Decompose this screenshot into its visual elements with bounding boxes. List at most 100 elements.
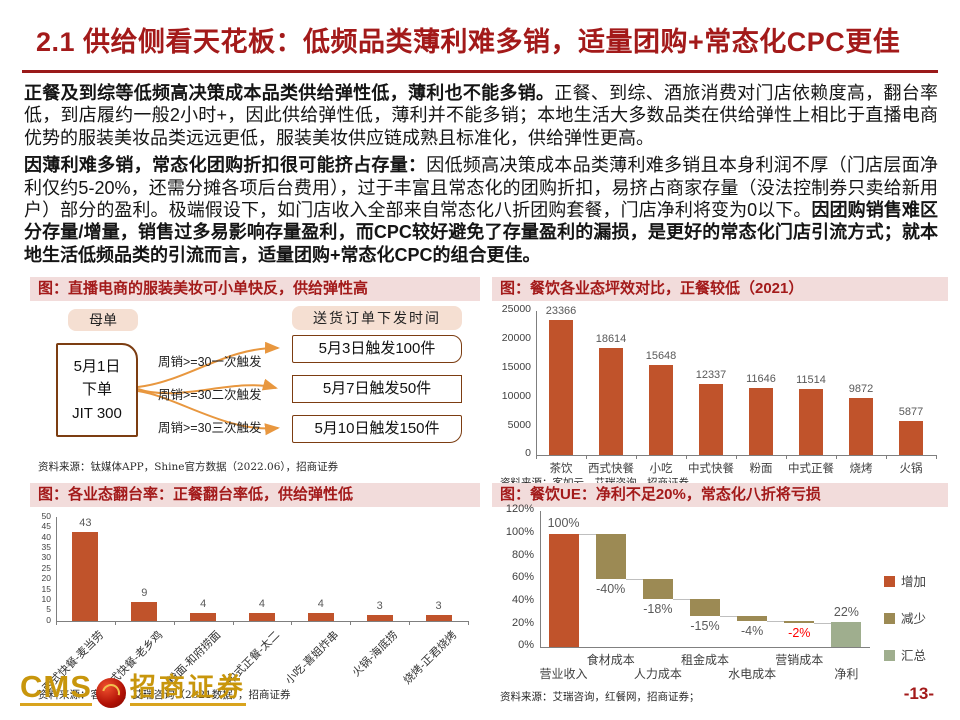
x-tick-label: 食材成本 [586, 653, 635, 667]
x-tick-mark [232, 621, 234, 625]
y-tick-label: 60% [511, 571, 534, 584]
value-label: 9872 [848, 383, 874, 396]
x-tick-label: 水电成本 [728, 667, 777, 681]
value-label: 3 [376, 599, 383, 612]
x-tick-label: 中式快餐 [688, 463, 734, 475]
cms-logo-icon [95, 678, 126, 709]
y-tick-label: 20000 [501, 332, 531, 345]
x-tick-label: 火锅 [899, 463, 923, 475]
x-tick-mark [409, 621, 411, 625]
chart-legend: 增加 减少 汇总 [884, 571, 926, 682]
cms-logo-name: 招商证券 [129, 674, 246, 707]
diagram-origin-box: 5月1日 下单 JIT 300 [56, 343, 138, 437]
diagram-tag-mother-order: 母单 [68, 309, 138, 331]
x-tick-mark [114, 621, 116, 625]
page-number: -13- [903, 684, 934, 703]
x-tick-label: 中式正餐 [788, 463, 834, 475]
y-tick-label: 50 [41, 510, 51, 521]
legend-swatch [884, 576, 895, 587]
page-title: 2.1 供给侧看天花板：低频品类薄利难多销，适量团购+常态化CPC更佳 [36, 27, 901, 57]
source-note: 资料来源：钛媒体APP，Shine官方数据（2022.06），招商证券 [38, 461, 339, 473]
x-tick-mark [291, 621, 293, 625]
legend-label: 减少 [901, 612, 927, 626]
y-tick-label: 25000 [501, 303, 531, 316]
waterfall-bar [642, 579, 673, 600]
x-tick-label: 西式快餐 [588, 463, 634, 475]
connector-line [720, 616, 738, 618]
value-label: -2% [788, 626, 811, 641]
connector-line [672, 599, 690, 601]
panel-title-fantai: 图：各业态翻台率：正餐翻台率低，供给弹性低 [30, 483, 480, 507]
value-label: 100% [547, 516, 580, 531]
x-tick-label: 火锅-海底捞 [350, 629, 401, 680]
order-flow-diagram: 母单 送货订单下发时间 5月1日 下单 JIT 300 周销>=30一次触发 周… [30, 301, 480, 459]
x-tick-mark [686, 455, 687, 459]
value-label: -18% [643, 602, 673, 617]
value-label: -15% [690, 619, 720, 634]
x-tick-mark [836, 455, 837, 459]
x-axis-line [56, 621, 468, 622]
x-tick-label: 净利 [834, 667, 859, 681]
p1-lead-bold: 正餐及到综等低频高决策成本品类供给弹性低，薄利也不能多销。 [24, 83, 555, 103]
panel-pingxiao-chart: 图：餐饮各业态坪效对比，正餐较低（2021） 资料来源：客如云，艾瑞咨询，招商证… [492, 277, 948, 489]
value-label: 5877 [898, 406, 924, 419]
origin-line-1: 5月1日 [73, 358, 121, 376]
value-label: 4 [317, 597, 324, 610]
panel-title-ue: 图：餐饮UE：净利不足20%，常态化八折将亏损 [492, 483, 948, 507]
p1-rest: 正餐、到综、酒旅消费对门店依赖度高，翻台率低，到店履约一般2小时+，因此供给弹性… [24, 83, 939, 148]
target-box-1: 5月3日触发100件 [292, 335, 462, 363]
x-tick-mark [936, 455, 937, 459]
cms-logo-text: CMS [20, 671, 92, 707]
y-tick-label: 40 [41, 531, 51, 542]
body-text: 正餐及到综等低频高决策成本品类供给弹性低，薄利也不能多销。正餐、到综、酒旅消费对… [24, 82, 938, 271]
waterfall-bar [737, 616, 768, 621]
y-tick-label: 5 [46, 604, 51, 615]
title-divider [22, 70, 938, 73]
waterfall-bar [548, 533, 579, 647]
y-axis-line [56, 517, 57, 622]
legend-item: 汇总 [884, 645, 926, 665]
value-label: 22% [833, 604, 859, 619]
x-tick-label: 粉面 [749, 463, 773, 475]
connector-line [814, 623, 832, 625]
target-box-2: 5月7日触发50件 [292, 375, 462, 403]
paragraph-groupbuy-cpc: 因薄利难多销，常态化团购折扣很可能挤占存量：因低频高决策成本品类薄利难多销且本身… [24, 154, 938, 266]
bar [190, 612, 217, 621]
y-tick-label: 100% [505, 525, 534, 538]
logo-swirl-shape [98, 681, 124, 706]
target-box-3: 5月10日触发150件 [292, 415, 462, 443]
waterfall-bar [595, 533, 626, 579]
x-tick-label: 营销成本 [775, 653, 824, 667]
y-tick-label: 45 [41, 521, 51, 532]
y-tick-label: 40% [511, 593, 534, 606]
x-tick-mark [586, 455, 587, 459]
panel-livestream-diagram: 图：直播电商的服装美妆可小单快反，供给弹性高 母单 送货订单下发时间 5月1日 … [30, 277, 480, 481]
x-tick-label: 小吃-喜姐炸串 [283, 629, 342, 687]
y-tick-label: 15000 [501, 361, 531, 374]
x-tick-label: 营业收入 [539, 667, 588, 681]
value-label: 18614 [595, 332, 627, 345]
value-label: 4 [200, 597, 207, 610]
connector-line [578, 533, 596, 535]
x-tick-mark [886, 455, 887, 459]
bar [899, 421, 923, 455]
x-tick-label: 人力成本 [633, 667, 682, 681]
value-label: 9 [141, 587, 148, 600]
bar [599, 347, 623, 455]
bar [366, 614, 393, 621]
origin-line-2: 下单 [81, 381, 112, 399]
y-tick-label: 0 [46, 614, 51, 625]
bar [749, 387, 773, 455]
branch-label-3: 周销>=30三次触发 [158, 421, 262, 435]
x-tick-mark [173, 621, 175, 625]
x-tick-mark [536, 455, 537, 459]
x-tick-label: 租金成本 [680, 653, 729, 667]
p2-end-bold: 因团购销售难区分存量/增量，销售过多易影响存量盈利，而CPC较好避免了存量盈利的… [24, 200, 938, 265]
bar [307, 612, 334, 621]
x-tick-label: 小吃 [649, 463, 673, 475]
bar [649, 364, 673, 455]
y-tick-label: 25 [41, 562, 51, 573]
connector-line [625, 579, 643, 580]
x-tick-mark [350, 621, 352, 625]
